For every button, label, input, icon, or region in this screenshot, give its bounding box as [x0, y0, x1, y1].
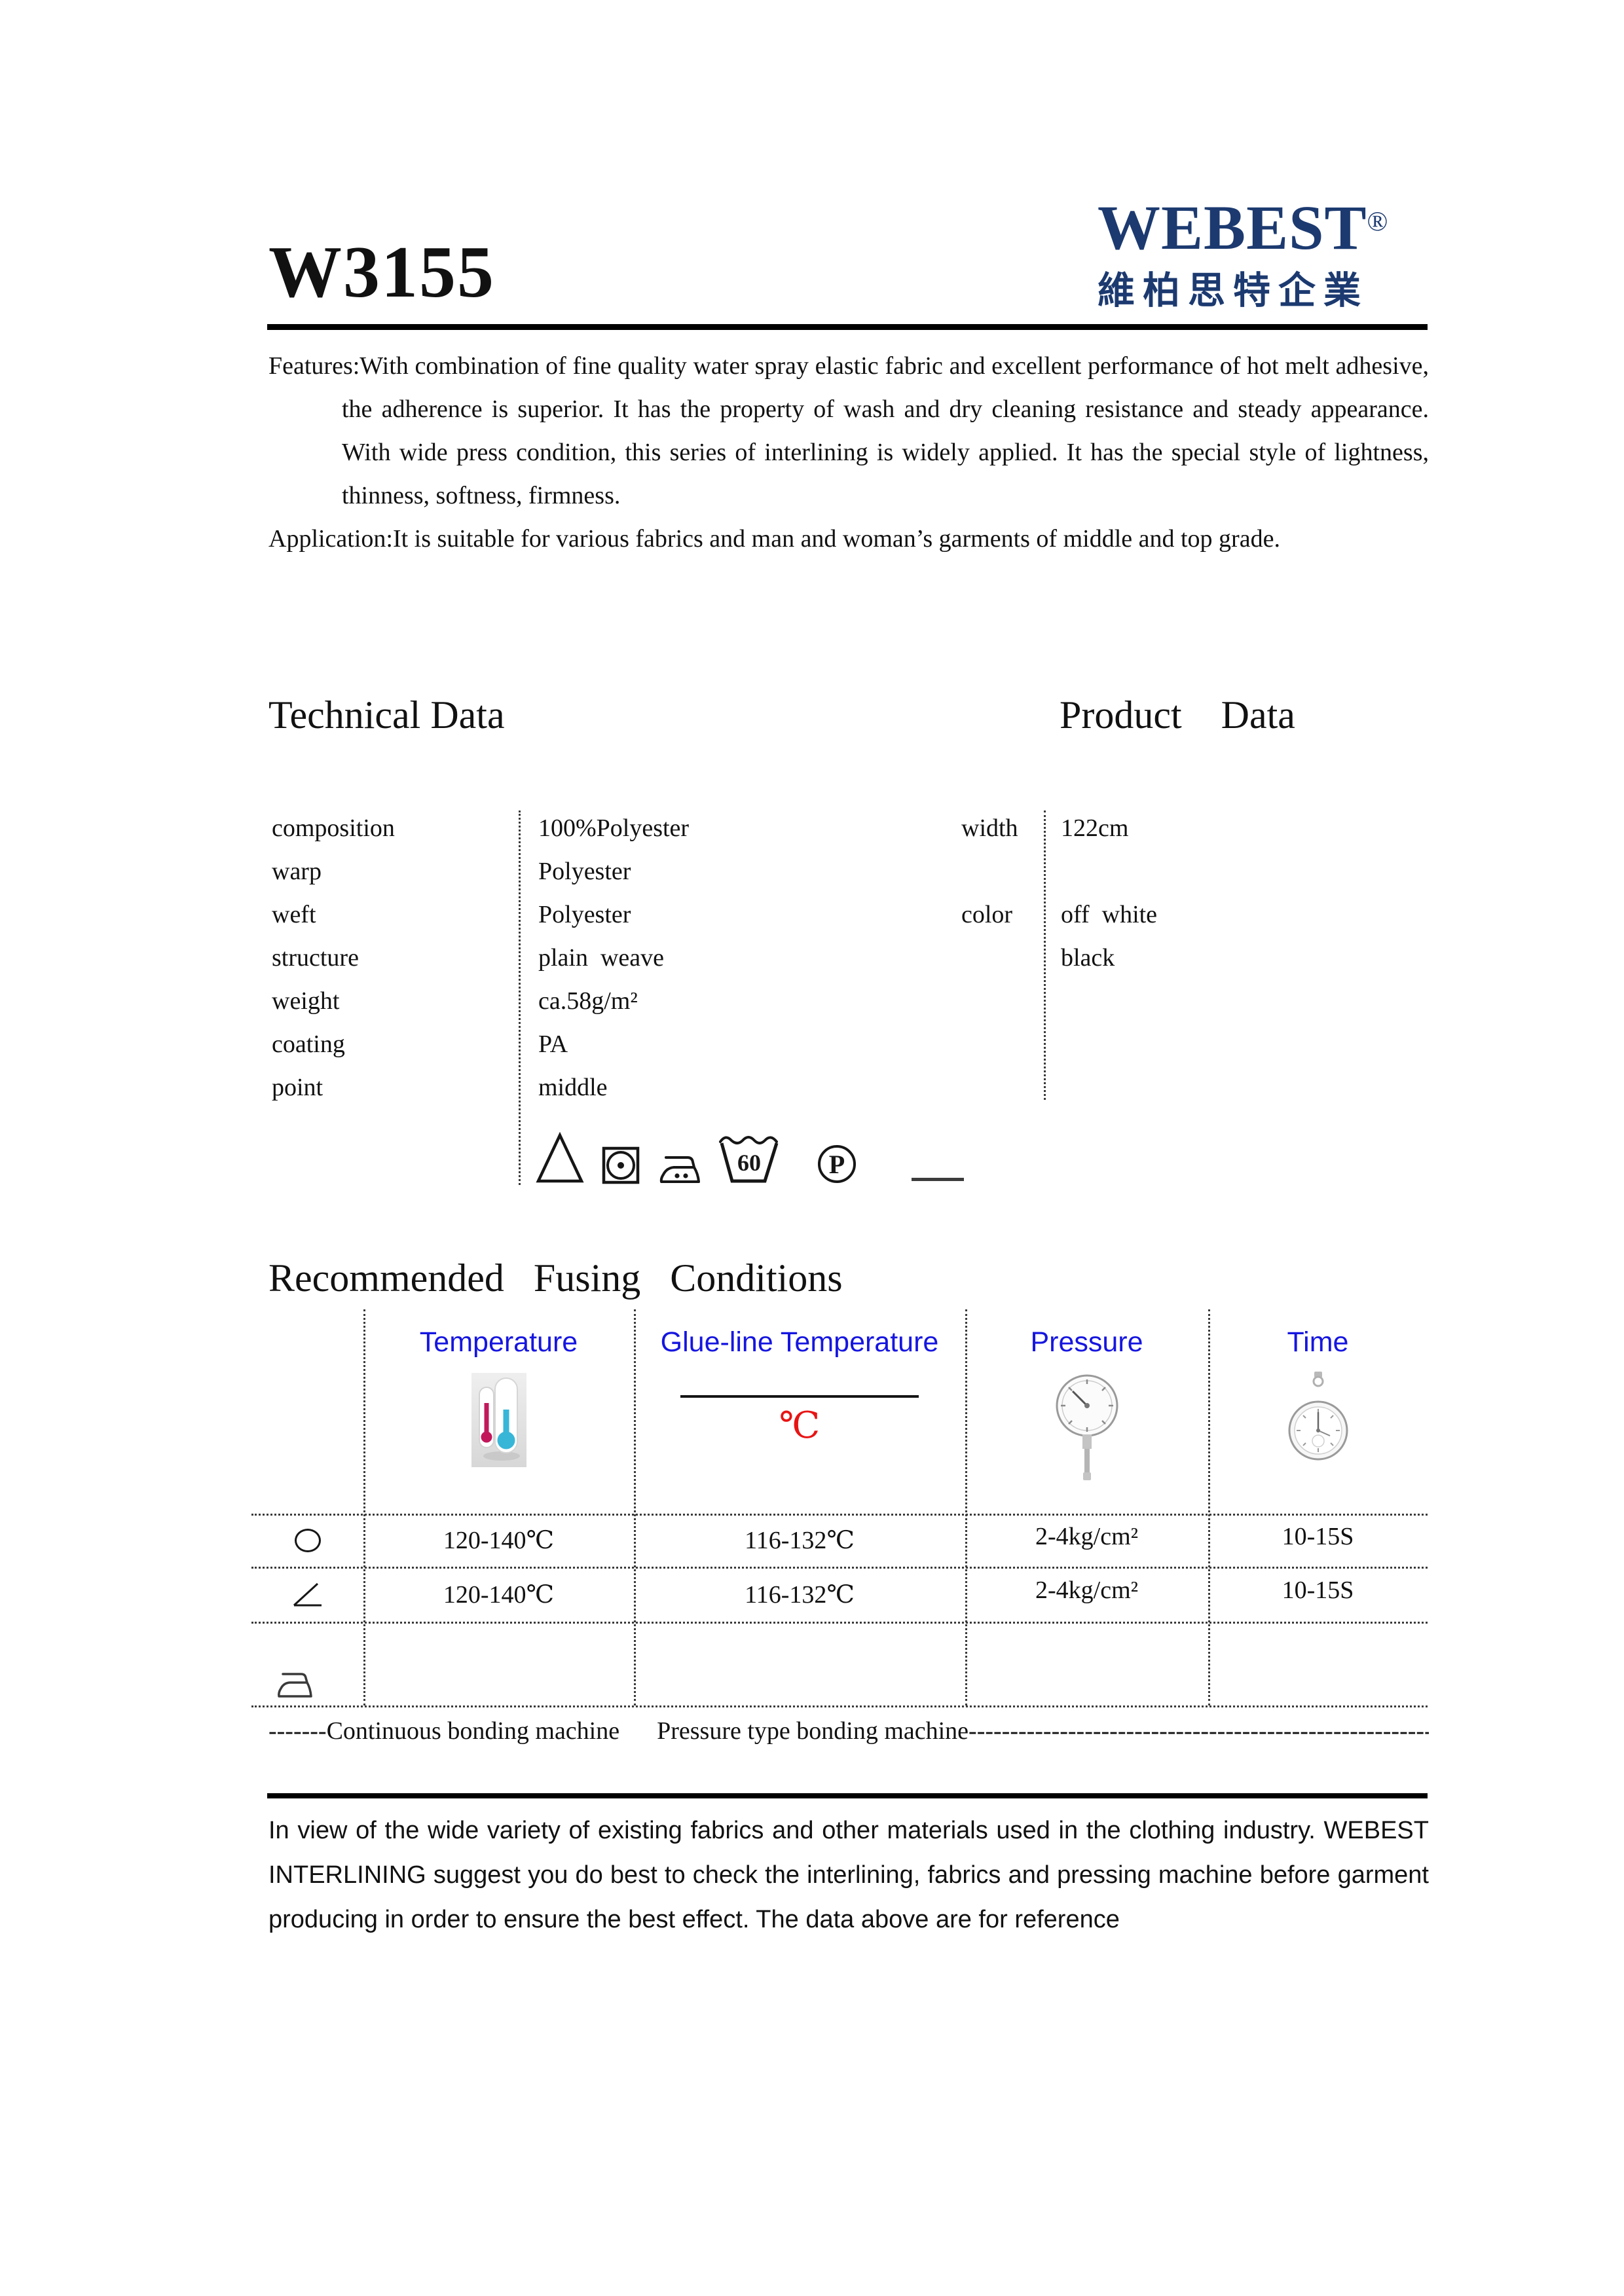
technical-label: weft	[272, 901, 316, 928]
fusing-row-divider	[251, 1567, 1428, 1569]
technical-labels-column: composition warp weft structure weight c…	[272, 807, 507, 1109]
product-table-divider	[1044, 811, 1046, 1100]
logo-wordmark: WEBEST®	[1098, 196, 1389, 259]
row2-glue-line: 116-132℃	[745, 1580, 855, 1609]
technical-value: plain weave	[538, 944, 665, 972]
technical-value: PA	[538, 1030, 568, 1058]
blank-dash-icon	[912, 1178, 964, 1181]
bonding-machine-note: -------Continuous bonding machine Pressu…	[268, 1717, 1429, 1745]
row1-pressure: 2-4kg/cm²	[1035, 1522, 1139, 1550]
technical-label: coating	[272, 1030, 345, 1058]
technical-values-column: 100%Polyester Polyester Polyester plain …	[538, 807, 957, 1109]
row2-pressure: 2-4kg/cm²	[1035, 1576, 1139, 1604]
technical-value: Polyester	[538, 901, 631, 928]
wash-60-icon: 60	[719, 1136, 779, 1183]
circle-symbol-icon	[294, 1528, 321, 1552]
registered-trademark-icon: ®	[1367, 207, 1389, 237]
row1-time: 10-15S	[1282, 1522, 1354, 1550]
technical-value: ca.58g/m²	[538, 987, 638, 1015]
fusing-column-divider	[363, 1309, 365, 1705]
tumble-dry-icon	[602, 1146, 640, 1184]
product-labels-column: width color	[961, 807, 1040, 979]
product-data-heading: Product Data	[1060, 693, 1295, 737]
logo-name: WEBEST	[1098, 192, 1367, 263]
iron-symbol-icon	[278, 1673, 312, 1698]
glue-line-header-cell: Glue-line Temperature ℃	[634, 1309, 965, 1514]
product-label	[961, 936, 1040, 979]
row1-symbol-cell	[251, 1514, 363, 1567]
row2-temperature: 120-140℃	[443, 1580, 555, 1609]
product-value: off white	[1061, 901, 1158, 928]
technical-data-heading: Technical Data	[268, 693, 505, 737]
product-label	[961, 850, 1040, 893]
fusing-row-divider	[251, 1514, 1428, 1516]
wash-temperature-label: 60	[737, 1150, 761, 1176]
product-value	[1061, 850, 1336, 893]
footer-disclaimer: In view of the wide variety of existing …	[268, 1817, 1429, 1933]
technical-label: weight	[272, 987, 340, 1015]
fusing-row-divider	[251, 1705, 1428, 1707]
technical-value: middle	[538, 1074, 608, 1101]
temperature-column-label: Temperature	[419, 1326, 578, 1358]
fusing-column-divider	[1208, 1309, 1210, 1705]
intro-section: Features:With combination of fine qualit…	[268, 344, 1429, 560]
technical-value: Polyester	[538, 858, 631, 885]
stopwatch-icon	[1288, 1372, 1348, 1461]
technical-value: 100%Polyester	[538, 814, 690, 842]
thermometer-icon	[471, 1373, 526, 1467]
temperature-header-cell: Temperature	[363, 1309, 634, 1514]
logo-chinese-name: 維柏思特企業	[1098, 270, 1369, 312]
application-paragraph: Application:It is suitable for various f…	[268, 525, 1280, 553]
row2-symbol-cell	[251, 1567, 363, 1622]
technical-label: structure	[272, 944, 359, 972]
product-value: black	[1061, 944, 1115, 972]
technical-table-divider	[519, 811, 521, 1185]
row3-symbol-cell	[251, 1622, 363, 1705]
time-column-label: Time	[1287, 1326, 1349, 1358]
celsius-unit-label: ℃	[779, 1406, 821, 1446]
dry-clean-letter: P	[829, 1150, 845, 1179]
fusing-column-divider	[634, 1309, 636, 1705]
features-paragraph: Features:With combination of fine qualit…	[268, 352, 1429, 509]
row1-glue-line: 116-132℃	[745, 1527, 855, 1554]
pressure-gauge-icon	[1056, 1374, 1118, 1480]
technical-label: point	[272, 1074, 323, 1101]
product-label: width	[961, 814, 1018, 842]
technical-label: composition	[272, 814, 395, 842]
header-divider	[267, 324, 1428, 330]
row1-temperature: 120-140℃	[443, 1527, 555, 1554]
care-symbols-row: 60 P	[535, 1113, 964, 1185]
fusing-conditions-table: Temperature Glue-line Temperature	[251, 1309, 1428, 1707]
iron-two-dots-icon	[659, 1156, 700, 1183]
section-headings: Technical Data Product Data	[268, 693, 1429, 738]
pressure-header-cell: Pressure	[965, 1309, 1208, 1514]
dry-clean-p-icon: P	[818, 1145, 856, 1183]
company-logo: WEBEST® 維柏思特企業	[1098, 196, 1389, 314]
fusing-column-divider	[965, 1309, 967, 1705]
pressure-column-label: Pressure	[1030, 1326, 1143, 1358]
page-title: W3155	[268, 232, 495, 313]
row2-time: 10-15S	[1282, 1576, 1354, 1604]
bleach-triangle-icon	[536, 1131, 584, 1183]
angle-symbol-icon	[293, 1582, 322, 1607]
glue-line-underline	[680, 1395, 919, 1398]
time-header-cell: Time	[1208, 1309, 1428, 1514]
fusing-conditions-heading: Recommended Fusing Conditions	[268, 1256, 843, 1300]
technical-data-table: composition warp weft structure weight c…	[268, 807, 1429, 1186]
product-label: color	[961, 901, 1013, 928]
product-values-column: 122cm off white black	[1061, 807, 1336, 979]
footer-divider	[267, 1793, 1428, 1798]
glue-line-column-label: Glue-line Temperature	[660, 1326, 939, 1358]
technical-label: warp	[272, 858, 322, 885]
fusing-row-divider	[251, 1622, 1428, 1624]
product-value: 122cm	[1061, 814, 1129, 842]
